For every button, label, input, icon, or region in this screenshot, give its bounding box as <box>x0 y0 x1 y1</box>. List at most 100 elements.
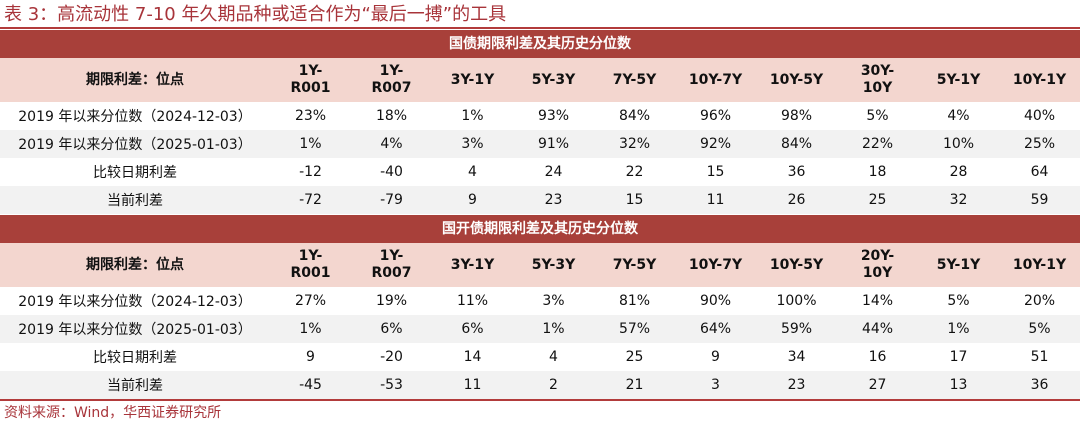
table-row: 比较日期利差 -12 -40 4 24 22 15 36 18 28 64 <box>0 158 1080 186</box>
cell: 4 <box>468 164 477 180</box>
cell: -40 <box>380 164 403 180</box>
column-header: 10Y-5Y <box>756 58 837 102</box>
header-label: 期限利差：位点 <box>0 243 270 287</box>
column-header: 5Y-3Y <box>513 243 594 287</box>
cell: -45 <box>270 371 351 399</box>
cell: 64% <box>675 315 756 343</box>
cell: 96% <box>699 108 732 124</box>
column-header: 1Y- R007 <box>351 58 432 102</box>
section-title-cdb: 国开债期限利差及其历史分位数 <box>0 215 1080 243</box>
column-header: 7Y-5Y <box>594 243 675 287</box>
row-label: 当前利差 <box>0 371 270 399</box>
column-header: 7Y-5Y <box>594 58 675 102</box>
cell: 18 <box>868 164 887 180</box>
cell: 14% <box>861 293 894 309</box>
column-header: 1Y- R001 <box>270 58 351 102</box>
cell: 51 <box>1030 349 1049 365</box>
cell: 6% <box>432 315 513 343</box>
column-header: 1Y- R001 <box>270 243 351 287</box>
cell: 98% <box>780 108 813 124</box>
column-header: 3Y-1Y <box>432 58 513 102</box>
cell: 14 <box>463 349 482 365</box>
cell: 4 <box>549 349 558 365</box>
section-title-treasury: 国债期限利差及其历史分位数 <box>0 30 1080 58</box>
row-label: 2019 年以来分位数（2025-01-03） <box>0 315 270 343</box>
cell: 100% <box>776 293 817 309</box>
cell: 27 <box>837 371 918 399</box>
cell: 15 <box>594 186 675 214</box>
cell: 2 <box>513 371 594 399</box>
row-label: 比较日期利差 <box>93 350 177 366</box>
row-label: 2019 年以来分位数（2024-12-03） <box>18 294 252 310</box>
source-note: 资料来源：Wind，华西证券研究所 <box>4 405 222 421</box>
cell: 93% <box>537 108 570 124</box>
cell: 20% <box>1023 293 1056 309</box>
column-header: 30Y- 10Y <box>837 58 918 102</box>
cell: 64 <box>1030 164 1049 180</box>
cell: 57% <box>594 315 675 343</box>
cell: 25% <box>999 130 1080 158</box>
column-header: 10Y-1Y <box>999 58 1080 102</box>
column-header: 10Y-7Y <box>675 243 756 287</box>
cell: 4% <box>947 108 970 124</box>
cell: 44% <box>837 315 918 343</box>
cell: 11 <box>432 371 513 399</box>
cell: 9 <box>432 186 513 214</box>
cell: 4% <box>351 130 432 158</box>
cell: 90% <box>699 293 732 309</box>
cell: -20 <box>380 349 403 365</box>
header-row: 期限利差：位点 1Y- R001 1Y- R007 3Y-1Y 5Y-3Y 7Y-5… <box>0 58 1080 102</box>
header-label: 期限利差：位点 <box>0 58 270 102</box>
cell: 23 <box>513 186 594 214</box>
column-header: 20Y- 10Y <box>837 243 918 287</box>
cell: 84% <box>756 130 837 158</box>
column-header: 3Y-1Y <box>432 243 513 287</box>
cell: 24 <box>544 164 563 180</box>
table-row: 2019 年以来分位数（2025-01-03） 1% 6% 6% 1% 57% … <box>0 315 1080 343</box>
cell: 1% <box>270 130 351 158</box>
cell: 36 <box>787 164 806 180</box>
column-header: 5Y-1Y <box>918 243 999 287</box>
bottom-rule <box>0 399 1080 401</box>
cell: 3% <box>542 293 565 309</box>
cell: 19% <box>375 293 408 309</box>
cell: 22% <box>837 130 918 158</box>
column-header: 5Y-3Y <box>513 58 594 102</box>
cell: 9 <box>711 349 720 365</box>
cell: 1% <box>270 315 351 343</box>
cell: -72 <box>270 186 351 214</box>
cell: -53 <box>351 371 432 399</box>
cell: 15 <box>706 164 725 180</box>
cell: 11% <box>456 293 489 309</box>
cell: 25 <box>625 349 644 365</box>
row-label: 2019 年以来分位数（2024-12-03） <box>18 109 252 125</box>
cell: 84% <box>618 108 651 124</box>
column-header: 10Y-1Y <box>999 243 1080 287</box>
column-header: 1Y- R007 <box>351 243 432 287</box>
cell: 11 <box>675 186 756 214</box>
cell: 32 <box>918 186 999 214</box>
cell: 1% <box>918 315 999 343</box>
row-label: 2019 年以来分位数（2025-01-03） <box>0 130 270 158</box>
cell: 13 <box>918 371 999 399</box>
cell: 3 <box>675 371 756 399</box>
header-row: 期限利差：位点 1Y- R001 1Y- R007 3Y-1Y 5Y-3Y 7Y-5… <box>0 243 1080 287</box>
treasury-spread-table: 期限利差：位点 1Y- R001 1Y- R007 3Y-1Y 5Y-3Y 7Y-5… <box>0 58 1080 214</box>
cell: 5% <box>999 315 1080 343</box>
cdb-spread-table: 期限利差：位点 1Y- R001 1Y- R007 3Y-1Y 5Y-3Y 7Y-5… <box>0 243 1080 399</box>
cell: 28 <box>949 164 968 180</box>
cell: 27% <box>294 293 327 309</box>
table-row: 2019 年以来分位数（2024-12-03） 23% 18% 1% 93% 8… <box>0 102 1080 130</box>
cell: 10% <box>918 130 999 158</box>
cell: 5% <box>947 293 970 309</box>
cell: 40% <box>1023 108 1056 124</box>
table-title: 表 3：高流动性 7-10 年久期品种或适合作为“最后一搏”的工具 <box>4 4 507 25</box>
cell: 59 <box>999 186 1080 214</box>
cell: 92% <box>675 130 756 158</box>
cell: 6% <box>351 315 432 343</box>
cell: 23% <box>294 108 327 124</box>
cell: 1% <box>513 315 594 343</box>
cell: 3% <box>432 130 513 158</box>
cell: 34 <box>787 349 806 365</box>
cell: 91% <box>513 130 594 158</box>
